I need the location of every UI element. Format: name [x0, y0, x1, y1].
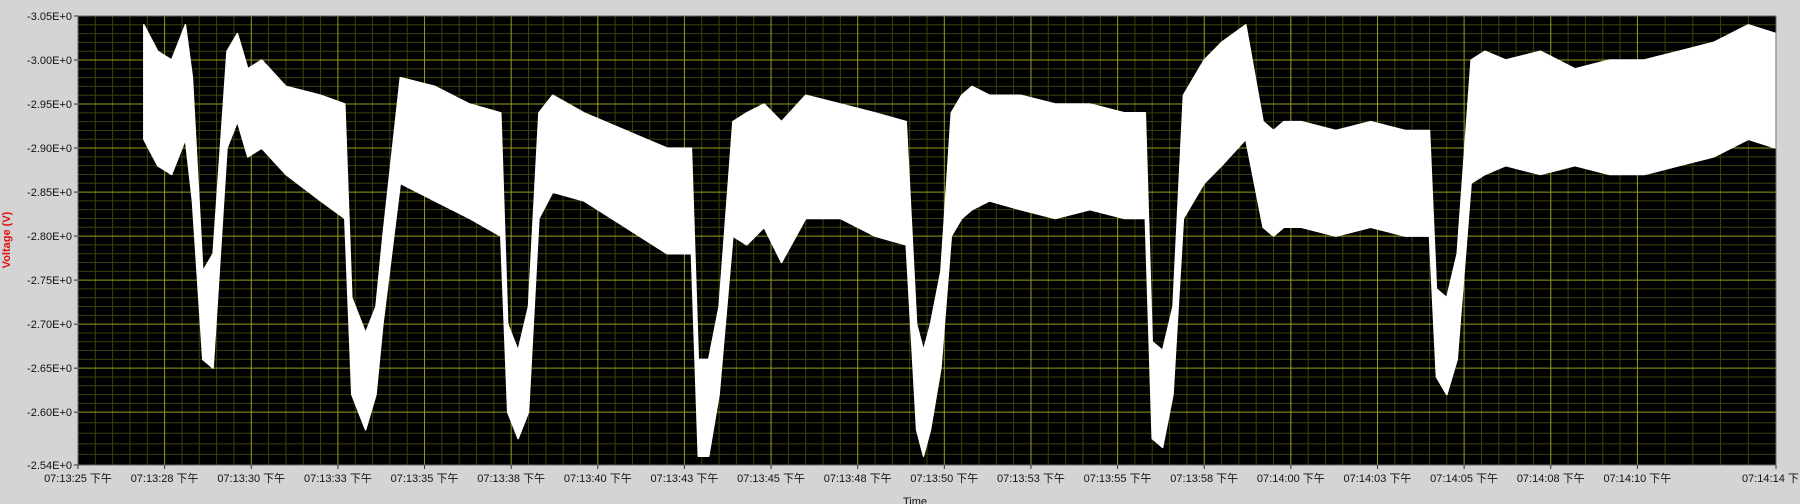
x-axis-ticks: 07:13:25 下午 07:13:28 下午 07:13:30 下午 07:13:3…: [44, 465, 1799, 485]
x-tick-label: 07:13:28 下午: [131, 472, 199, 485]
plot-frame: [77, 15, 1777, 466]
x-tick-label: 07:13:43 下午: [650, 472, 718, 485]
x-tick-label: 07:14:14 下: [1742, 473, 1799, 485]
x-tick-label: 07:13:48 下午: [824, 472, 892, 485]
y-tick-label: -3.05E+0: [27, 11, 72, 23]
y-tick-label: -2.75E+0: [27, 275, 72, 287]
x-tick-label: 07:13:55 下午: [1084, 472, 1152, 485]
x-tick-label: 07:13:33 下午: [304, 472, 372, 485]
x-tick-label: 07:13:53 下午: [997, 472, 1065, 485]
x-tick-label: 07:13:38 下午: [477, 472, 545, 485]
y-axis-ticks: -2.54E+0 -2.60E+0 -2.65E+0 -2.70E+0 -2.75E+0…: [27, 11, 78, 472]
x-tick-label: 07:13:58 下午: [1170, 472, 1238, 485]
y-tick-label: -3.00E+0: [27, 55, 72, 67]
x-tick-label: 07:14:10 下午: [1603, 472, 1671, 485]
x-tick-label: 07:14:03 下午: [1344, 472, 1412, 485]
y-tick-label: -2.80E+0: [27, 231, 72, 243]
y-tick-label: -2.65E+0: [27, 363, 72, 375]
x-tick-label: 07:13:40 下午: [564, 472, 632, 485]
y-tick-label: -2.54E+0: [27, 460, 72, 472]
x-tick-label: 07:13:35 下午: [391, 472, 459, 485]
x-tick-label: 07:14:00 下午: [1257, 472, 1325, 485]
x-tick-label: 07:14:05 下午: [1430, 472, 1498, 485]
x-tick-label: 07:13:45 下午: [737, 472, 805, 485]
x-tick-label: 07:14:08 下午: [1517, 472, 1585, 485]
y-tick-label: -2.70E+0: [27, 319, 72, 331]
x-tick-label: 07:13:50 下午: [910, 472, 978, 485]
y-tick-label: -2.95E+0: [27, 99, 72, 111]
x-tick-label: 07:13:30 下午: [217, 472, 285, 485]
y-axis-label: Voltage (V): [1, 211, 13, 268]
y-tick-label: -2.60E+0: [27, 407, 72, 419]
y-tick-label: -2.85E+0: [27, 187, 72, 199]
y-tick-label: -2.90E+0: [27, 143, 72, 155]
x-tick-label: 07:13:25 下午: [44, 472, 112, 485]
x-axis-label: Time: [903, 496, 927, 504]
